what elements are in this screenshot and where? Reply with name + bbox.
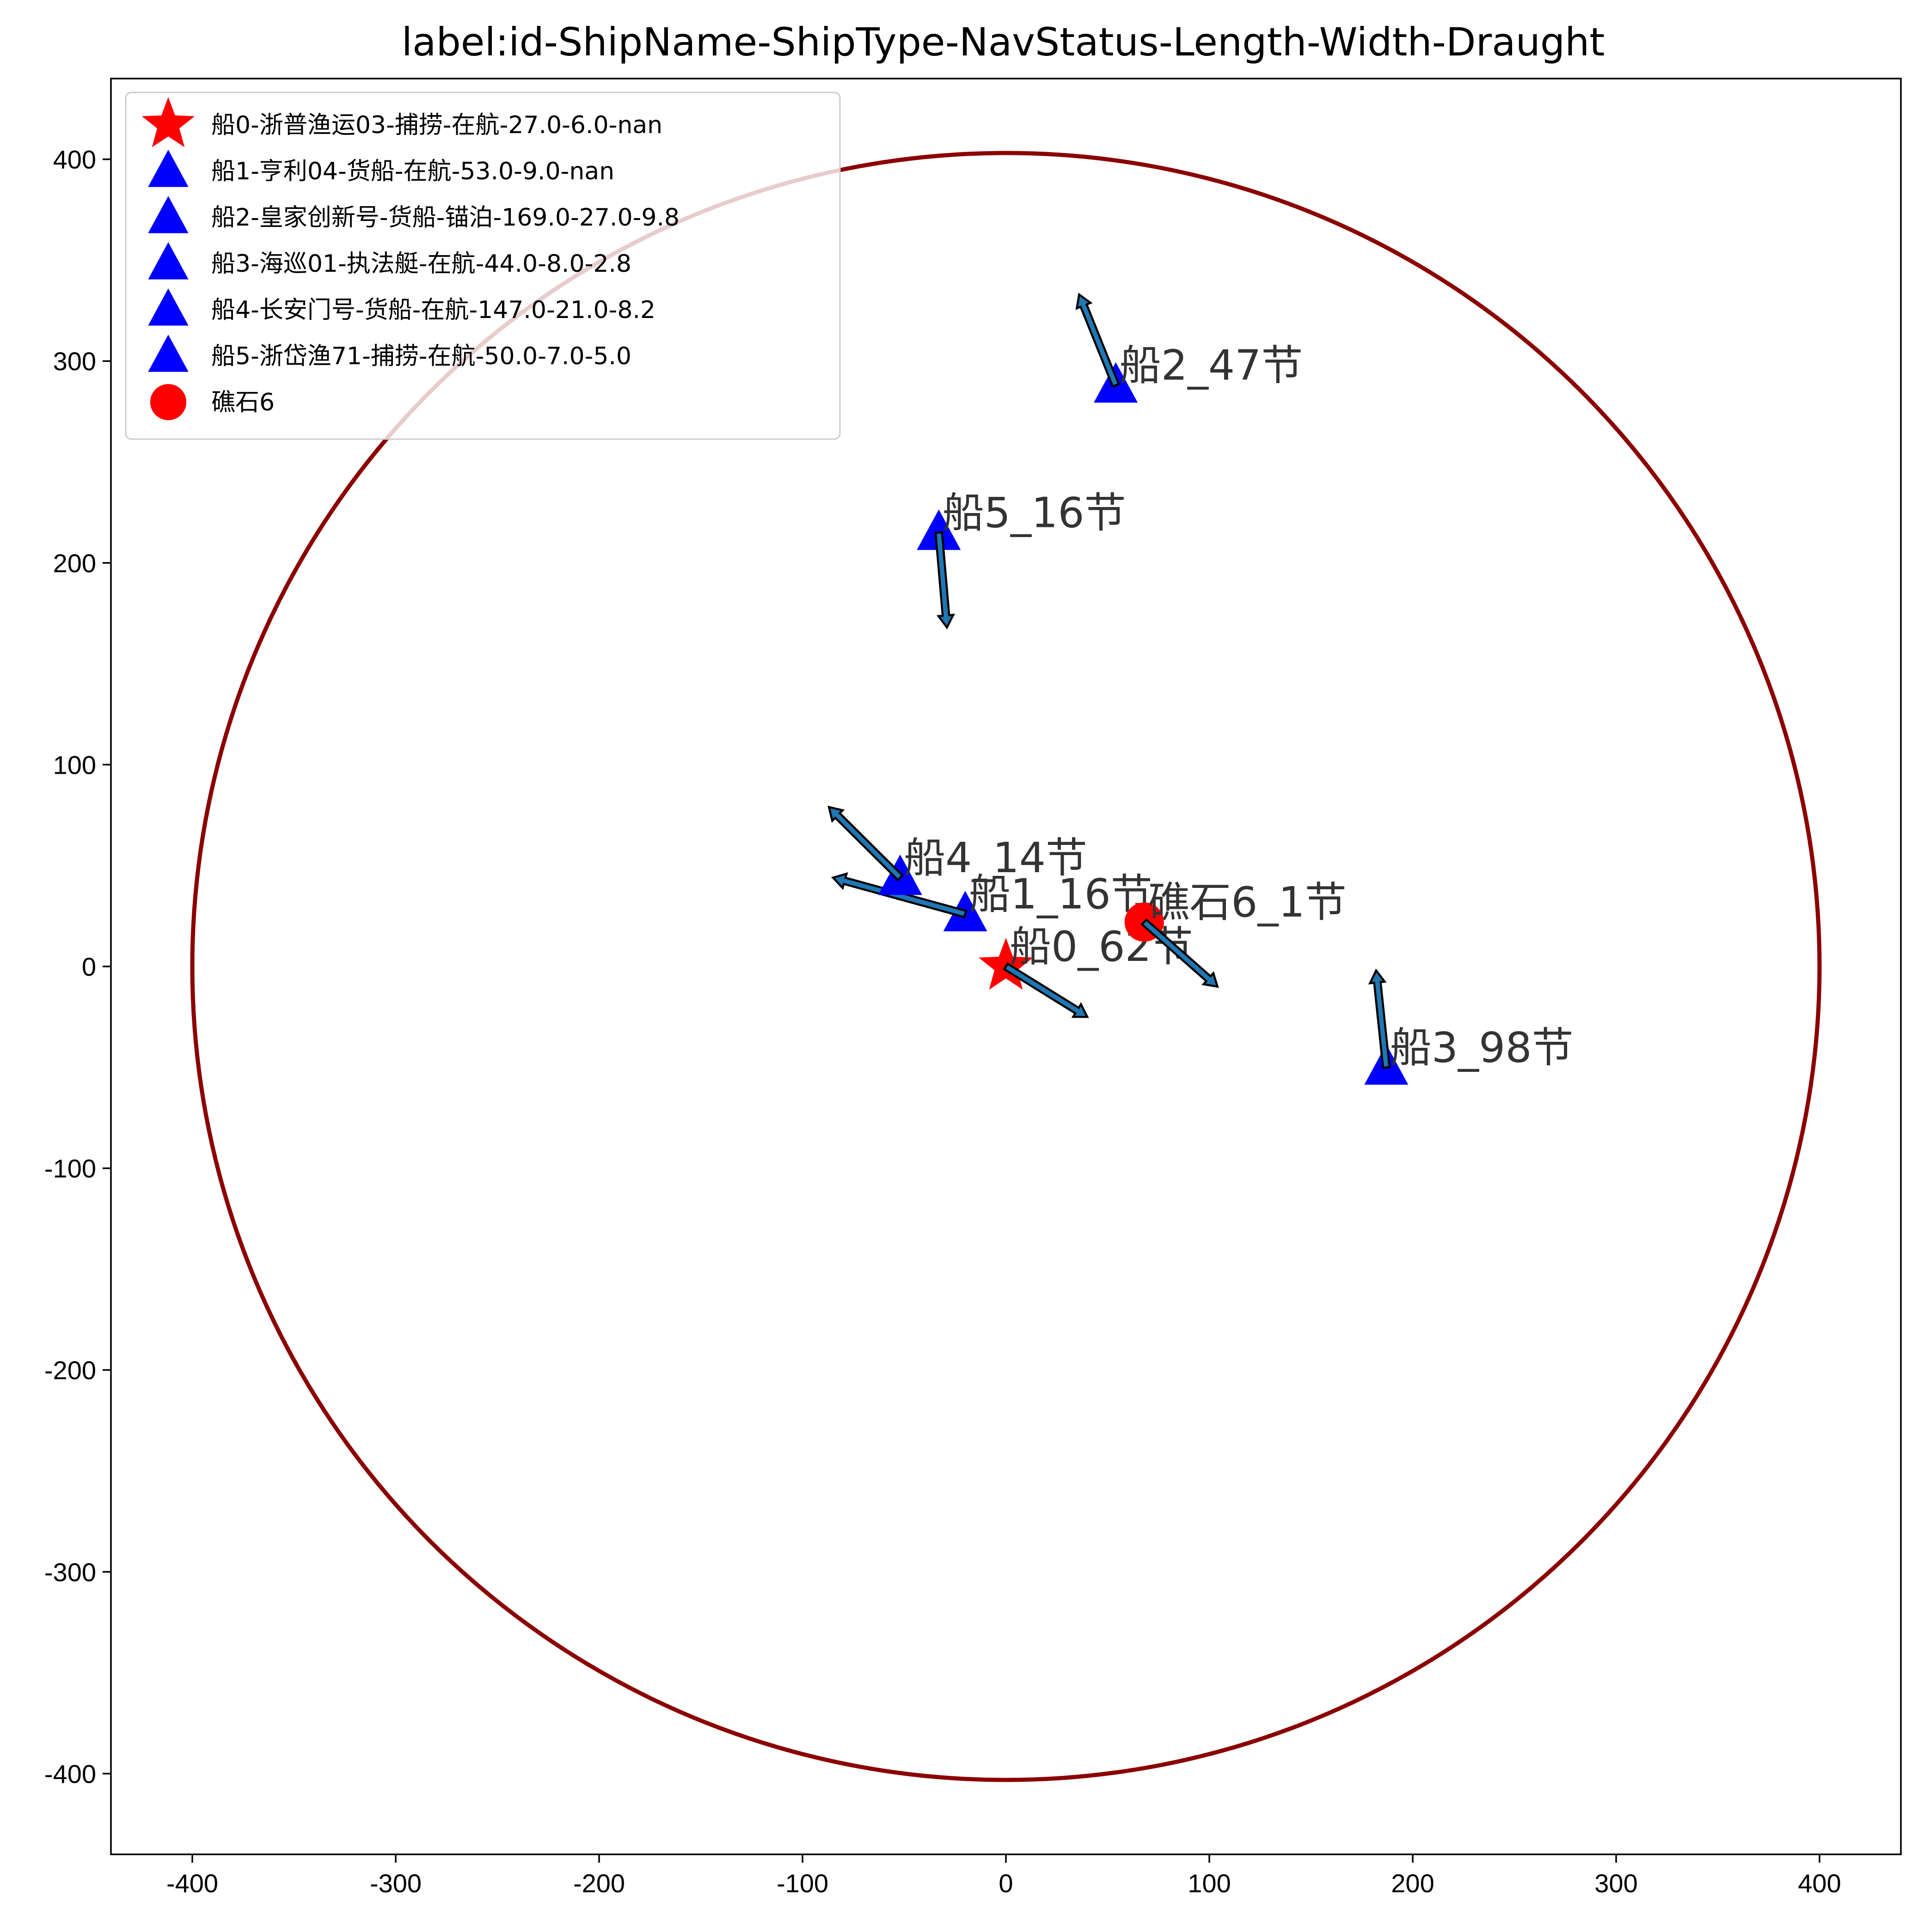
data-point-3: 船3_98节 — [1364, 968, 1574, 1085]
heading-arrow-3 — [1368, 968, 1391, 1069]
x-tick-label-1: -300 — [370, 1869, 422, 1898]
legend-marker-6 — [150, 384, 187, 421]
y-tick-label-4: 0 — [82, 952, 96, 981]
legend-label-5: 船5-浙岱渔71-捕捞-在航-50.0-7.0-5.0 — [211, 342, 631, 370]
x-tick-label-0: -400 — [166, 1869, 218, 1898]
heading-arrow-1 — [831, 872, 968, 918]
legend-entry-6: 礁石6 — [150, 384, 275, 421]
heading-arrow-2 — [1075, 293, 1121, 388]
data-point-1: 船1_16节 — [831, 870, 1152, 931]
legend-marker-0 — [141, 97, 195, 147]
data-point-6: 礁石6_1节 — [1124, 878, 1347, 988]
x-tick-label-6: 200 — [1391, 1869, 1434, 1898]
legend-box — [125, 92, 841, 440]
data-point-2: 船2_47节 — [1075, 293, 1303, 403]
legend-marker-5 — [148, 335, 189, 372]
legend-label-4: 船4-长安门号-货船-在航-147.0-21.0-8.2 — [211, 296, 656, 324]
legend-marker-1 — [148, 150, 189, 187]
range-circle — [190, 151, 1822, 1782]
legend-entry-2: 船2-皇家创新号-货船-锚泊-169.0-27.0-9.8 — [148, 196, 680, 233]
x-tick-label-5: 100 — [1188, 1869, 1231, 1898]
y-tick-label-7: 300 — [53, 347, 96, 376]
legend-entry-3: 船3-海巡01-执法艇-在航-44.0-8.0-2.8 — [148, 242, 631, 280]
heading-arrow-0 — [1003, 962, 1089, 1018]
legend-marker-2 — [148, 196, 189, 233]
x-tick-label-3: -100 — [777, 1869, 828, 1898]
y-tick-label-6: 200 — [53, 549, 96, 578]
legend-marker-4 — [148, 288, 189, 326]
point-annotation-2: 船2_47节 — [1120, 342, 1303, 390]
legend-entry-5: 船5-浙岱渔71-捕捞-在航-50.0-7.0-5.0 — [148, 335, 631, 372]
data-point-4: 船4_14节 — [827, 806, 1087, 895]
legend-marker-3 — [148, 242, 189, 280]
y-tick-label-5: 100 — [53, 750, 96, 779]
point-annotation-4: 船4_14节 — [904, 834, 1087, 882]
y-tick-label-8: 400 — [53, 145, 96, 174]
point-marker-5 — [917, 509, 961, 550]
legend-entry-4: 船4-长安门号-货船-在航-147.0-21.0-8.2 — [148, 288, 656, 326]
y-tick-label-1: -300 — [44, 1558, 96, 1587]
point-annotation-1: 船1_16节 — [969, 870, 1152, 918]
point-annotation-5: 船5_16节 — [943, 489, 1126, 537]
legend-label-2: 船2-皇家创新号-货船-锚泊-169.0-27.0-9.8 — [211, 204, 680, 232]
legend-label-1: 船1-亨利04-货船-在航-53.0-9.0-nan — [211, 158, 614, 185]
legend-label-3: 船3-海巡01-执法艇-在航-44.0-8.0-2.8 — [211, 250, 631, 278]
data-point-5: 船5_16节 — [917, 489, 1126, 630]
data-point-0: 船0_62节 — [979, 923, 1193, 1018]
legend-label-6: 礁石6 — [211, 389, 275, 416]
point-annotation-0: 船0_62节 — [1010, 923, 1193, 971]
y-tick-label-0: -400 — [44, 1759, 96, 1788]
legend-label-0: 船0-浙普渔运03-捕捞-在航-27.0-6.0-nan — [211, 111, 662, 139]
heading-arrow-5 — [934, 531, 955, 630]
point-annotation-6: 礁石6_1节 — [1148, 878, 1347, 927]
x-tick-label-4: 0 — [999, 1869, 1013, 1898]
x-tick-label-8: 400 — [1798, 1869, 1841, 1898]
heading-arrow-6 — [1140, 918, 1219, 988]
legend-entry-0: 船0-浙普渔运03-捕捞-在航-27.0-6.0-nan — [141, 97, 662, 147]
heading-arrow-4 — [827, 806, 904, 882]
y-tick-label-3: -100 — [44, 1154, 96, 1183]
point-marker-0 — [979, 938, 1033, 990]
legend-entry-1: 船1-亨利04-货船-在航-53.0-9.0-nan — [148, 150, 614, 187]
point-annotation-3: 船3_98节 — [1390, 1023, 1574, 1072]
x-tick-label-2: -200 — [573, 1869, 625, 1898]
chart-title: label:id-ShipName-ShipType-NavStatus-Len… — [402, 19, 1605, 65]
y-tick-label-2: -200 — [44, 1356, 96, 1385]
x-tick-label-7: 300 — [1594, 1869, 1637, 1898]
